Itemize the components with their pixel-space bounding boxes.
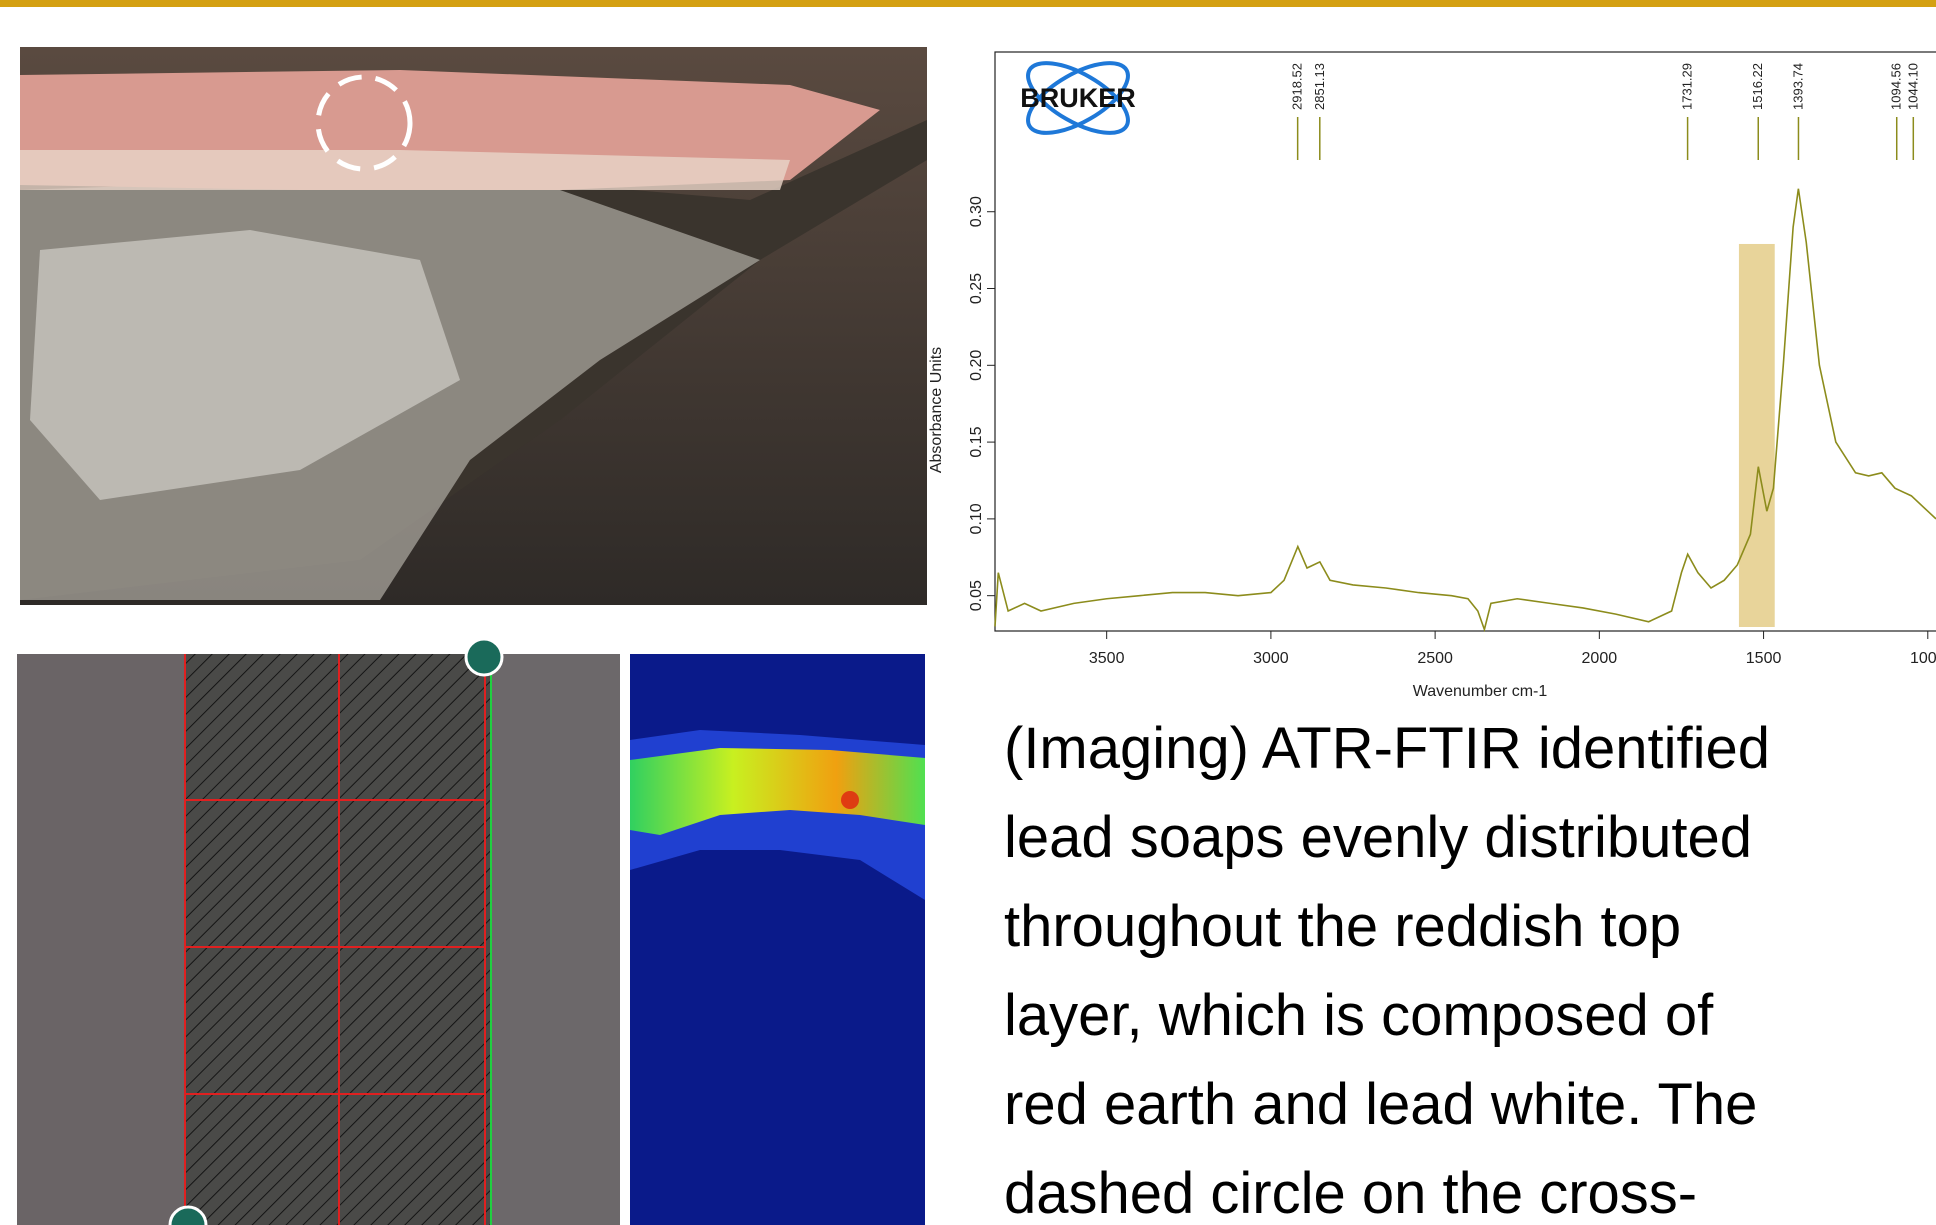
highlight-band bbox=[1739, 244, 1775, 627]
y-tick-label: 0.15 bbox=[968, 426, 985, 457]
peak-label: 1731.29 bbox=[1680, 63, 1695, 110]
ftir-map bbox=[630, 654, 925, 1225]
y-tick-label: 0.20 bbox=[968, 350, 985, 381]
x-tick-label: 3500 bbox=[1089, 650, 1125, 667]
y-tick-label: 0.25 bbox=[968, 273, 985, 304]
mapping-grid-photo bbox=[17, 639, 620, 1225]
x-axis-label: Wavenumber cm-1 bbox=[1413, 683, 1548, 700]
page: {"slide": {"text_lines": ["(Imaging) ATR… bbox=[0, 0, 1936, 1225]
plot-frame bbox=[995, 52, 1936, 631]
y-axis-label: Absorbance Units bbox=[928, 347, 945, 473]
x-tick-label: 3000 bbox=[1253, 650, 1289, 667]
cross-section-photo bbox=[20, 47, 927, 605]
x-tick-label: 1500 bbox=[1746, 650, 1782, 667]
body-text-line: throughout the reddish top bbox=[1004, 894, 1681, 959]
y-tick-label: 0.30 bbox=[968, 196, 985, 227]
y-tick-label: 0.05 bbox=[968, 580, 985, 611]
plot-area: 2918.52 2851.13 1731.29 1516.22 1393.74 1094.… bbox=[995, 63, 1936, 629]
body-text-line: red earth and lead white. The bbox=[1004, 1072, 1757, 1137]
spectrum-line bbox=[995, 189, 1936, 630]
peak-label: 1044.10 bbox=[1905, 63, 1920, 110]
body-text-line: (Imaging) ATR-FTIR identified bbox=[1004, 716, 1770, 781]
peak-label: 2918.52 bbox=[1290, 63, 1305, 110]
slide: BRUKER Absorbance Units Wavenumber cm-1 … bbox=[0, 0, 1936, 1225]
top-bar bbox=[0, 0, 1936, 7]
logo-text: BRUKER bbox=[1020, 83, 1136, 113]
body-text-line: dashed circle on the cross- bbox=[1004, 1161, 1697, 1225]
x-tick-label: 2000 bbox=[1582, 650, 1618, 667]
peak-label: 1094.56 bbox=[1889, 63, 1904, 110]
logo: BRUKER bbox=[1018, 49, 1139, 147]
peak-label: 1516.22 bbox=[1750, 63, 1765, 110]
body-text-line: layer, which is composed of bbox=[1004, 983, 1714, 1048]
peak-label: 2851.13 bbox=[1312, 63, 1327, 110]
body-text-line: lead soaps evenly distributed bbox=[1004, 805, 1752, 870]
peak-label: 1393.74 bbox=[1790, 63, 1805, 110]
y-tick-label: 0.10 bbox=[968, 503, 985, 534]
x-tick-label: 2500 bbox=[1417, 650, 1453, 667]
